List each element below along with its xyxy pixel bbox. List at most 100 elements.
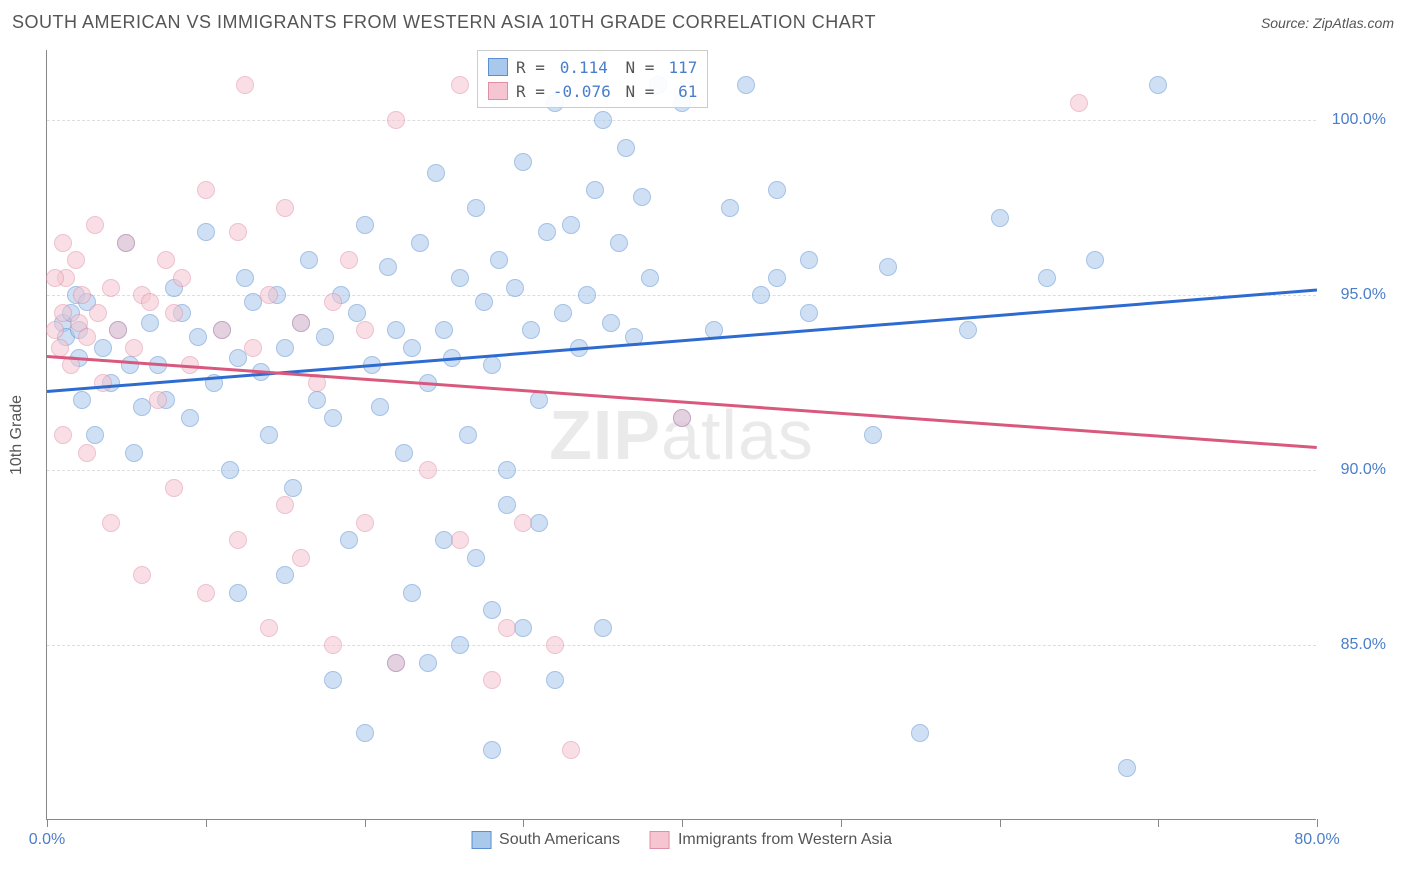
data-point bbox=[498, 619, 516, 637]
x-tick-label: 80.0% bbox=[1294, 831, 1339, 849]
swatch-pink-icon bbox=[650, 831, 670, 849]
data-point bbox=[324, 293, 342, 311]
data-point bbox=[276, 199, 294, 217]
data-point bbox=[324, 409, 342, 427]
data-point bbox=[157, 251, 175, 269]
data-point bbox=[387, 654, 405, 672]
data-point bbox=[54, 426, 72, 444]
data-point bbox=[94, 374, 112, 392]
data-point bbox=[51, 339, 69, 357]
gridline bbox=[47, 295, 1316, 296]
data-point bbox=[991, 209, 1009, 227]
x-tick bbox=[1317, 819, 1318, 827]
swatch-pink-icon bbox=[488, 82, 508, 100]
data-point bbox=[538, 223, 556, 241]
data-point bbox=[768, 181, 786, 199]
data-point bbox=[356, 724, 374, 742]
data-point bbox=[514, 619, 532, 637]
data-point bbox=[141, 293, 159, 311]
data-point bbox=[324, 671, 342, 689]
data-point bbox=[562, 216, 580, 234]
data-point bbox=[125, 444, 143, 462]
data-point bbox=[356, 321, 374, 339]
data-point bbox=[498, 461, 516, 479]
data-point bbox=[260, 619, 278, 637]
data-point bbox=[348, 304, 366, 322]
data-point bbox=[229, 223, 247, 241]
data-point bbox=[594, 619, 612, 637]
data-point bbox=[284, 479, 302, 497]
y-tick-label: 100.0% bbox=[1326, 111, 1386, 129]
data-point bbox=[1149, 76, 1167, 94]
data-point bbox=[1118, 759, 1136, 777]
data-point bbox=[213, 321, 231, 339]
data-point bbox=[387, 321, 405, 339]
data-point bbox=[46, 321, 64, 339]
data-point bbox=[641, 269, 659, 287]
data-point bbox=[340, 251, 358, 269]
data-point bbox=[475, 293, 493, 311]
data-point bbox=[379, 258, 397, 276]
data-point bbox=[800, 251, 818, 269]
data-point bbox=[483, 356, 501, 374]
stats-box: R = 0.114 N = 117 R = -0.076 N = 61 bbox=[477, 50, 708, 108]
data-point bbox=[562, 741, 580, 759]
source-label: Source: ZipAtlas.com bbox=[1261, 15, 1394, 31]
data-point bbox=[46, 269, 64, 287]
x-tick bbox=[682, 819, 683, 827]
data-point bbox=[467, 549, 485, 567]
data-point bbox=[117, 234, 135, 252]
swatch-blue-icon bbox=[471, 831, 491, 849]
data-point bbox=[419, 461, 437, 479]
x-tick-label: 0.0% bbox=[29, 831, 65, 849]
data-point bbox=[522, 321, 540, 339]
data-point bbox=[86, 426, 104, 444]
y-axis-label: 10th Grade bbox=[8, 394, 26, 474]
stats-row-blue: R = 0.114 N = 117 bbox=[488, 55, 697, 79]
data-point bbox=[141, 314, 159, 332]
data-point bbox=[229, 531, 247, 549]
data-point bbox=[546, 671, 564, 689]
data-point bbox=[419, 654, 437, 672]
data-point bbox=[109, 321, 127, 339]
data-point bbox=[229, 584, 247, 602]
data-point bbox=[121, 356, 139, 374]
data-point bbox=[102, 279, 120, 297]
data-point bbox=[387, 111, 405, 129]
gridline bbox=[47, 120, 1316, 121]
data-point bbox=[483, 601, 501, 619]
data-point bbox=[602, 314, 620, 332]
data-point bbox=[498, 496, 516, 514]
data-point bbox=[800, 304, 818, 322]
data-point bbox=[276, 496, 294, 514]
chart-title: SOUTH AMERICAN VS IMMIGRANTS FROM WESTER… bbox=[12, 12, 876, 33]
legend-item-blue: South Americans bbox=[471, 831, 620, 849]
data-point bbox=[173, 269, 191, 287]
data-point bbox=[1070, 94, 1088, 112]
data-point bbox=[530, 514, 548, 532]
data-point bbox=[189, 328, 207, 346]
data-point bbox=[371, 398, 389, 416]
plot-area: 10th Grade ZIPatlas 85.0%90.0%95.0%100.0… bbox=[46, 50, 1316, 820]
data-point bbox=[451, 531, 469, 549]
data-point bbox=[236, 269, 254, 287]
data-point bbox=[54, 234, 72, 252]
y-tick-label: 85.0% bbox=[1326, 636, 1386, 654]
data-point bbox=[181, 409, 199, 427]
data-point bbox=[356, 514, 374, 532]
data-point bbox=[197, 584, 215, 602]
data-point bbox=[403, 584, 421, 602]
data-point bbox=[490, 251, 508, 269]
data-point bbox=[594, 111, 612, 129]
data-point bbox=[483, 671, 501, 689]
data-point bbox=[427, 164, 445, 182]
data-point bbox=[467, 199, 485, 217]
legend-item-pink: Immigrants from Western Asia bbox=[650, 831, 892, 849]
data-point bbox=[316, 328, 334, 346]
x-tick bbox=[523, 819, 524, 827]
data-point bbox=[276, 339, 294, 357]
data-point bbox=[308, 391, 326, 409]
data-point bbox=[125, 339, 143, 357]
x-tick bbox=[841, 819, 842, 827]
data-point bbox=[229, 349, 247, 367]
